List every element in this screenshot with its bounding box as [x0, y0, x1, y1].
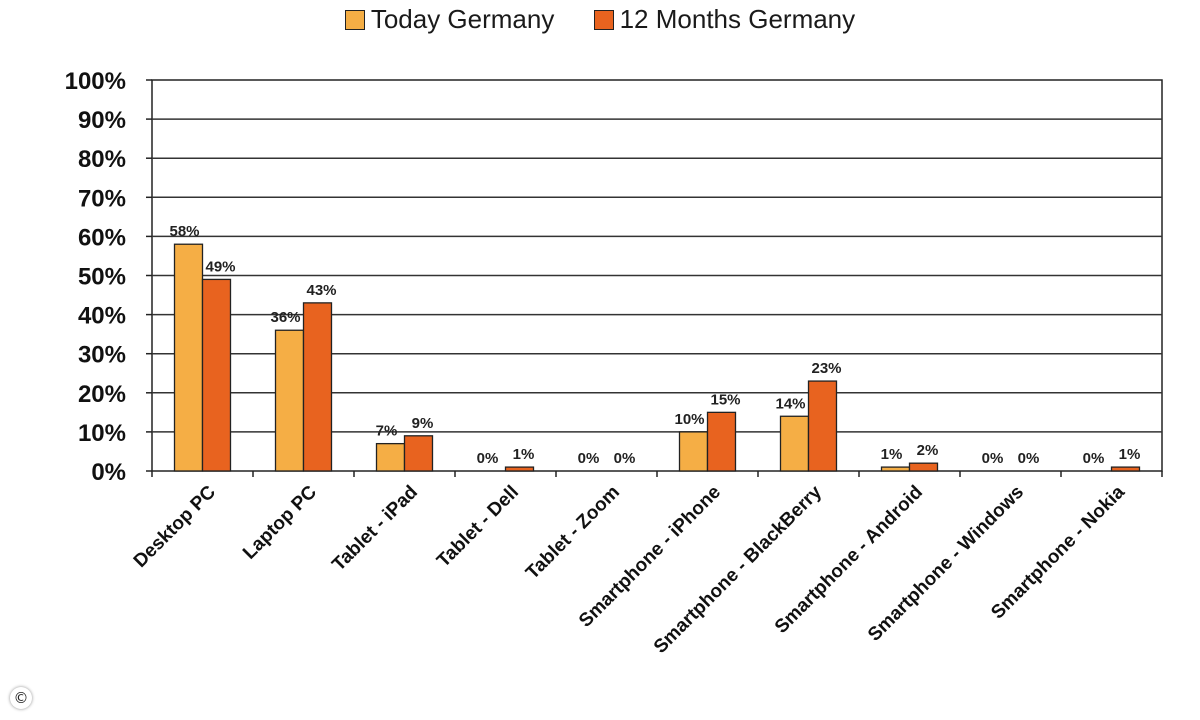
bar-today-germany-smartphone-blackberry: [779, 415, 810, 472]
x-category-label-smartphone-blackberry: Smartphone - BlackBerry: [650, 481, 826, 657]
data-label-today-germany-desktop-pc: 58%: [169, 223, 199, 240]
y-tick-label: 0%: [91, 459, 126, 486]
bar-today-germany-desktop-pc: [173, 243, 204, 472]
bar-12-months-germany-desktop-pc: [201, 278, 232, 472]
data-label-today-germany-tablet-zoom: 0%: [578, 450, 600, 467]
bar-12-months-germany-smartphone-nokia: [1110, 466, 1141, 472]
data-label-12-months-germany-tablet-dell: 1%: [513, 446, 535, 463]
y-tick-label: 40%: [78, 303, 126, 330]
legend-swatch-today: [344, 9, 365, 30]
bar-12-months-germany-tablet-dell: [504, 466, 535, 472]
y-tick-label: 70%: [78, 185, 126, 212]
x-category-label-laptop-pc: Laptop PC: [239, 481, 321, 563]
bar-12-months-germany-tablet-ipad: [403, 435, 434, 472]
data-label-today-germany-laptop-pc: 36%: [270, 309, 300, 326]
y-tick-label: 10%: [78, 420, 126, 447]
data-label-12-months-germany-smartphone-windows: 0%: [1018, 450, 1040, 467]
x-category-label-tablet-dell: Tablet - Dell: [433, 482, 523, 572]
x-category-label-tablet-ipad: Tablet - iPad: [328, 482, 422, 576]
data-label-today-germany-smartphone-blackberry: 14%: [775, 395, 805, 412]
data-label-12-months-germany-smartphone-nokia: 1%: [1119, 446, 1141, 463]
data-label-today-germany-tablet-ipad: 7%: [376, 423, 398, 440]
legend-swatch-12-months: [593, 9, 614, 30]
bar-12-months-germany-laptop-pc: [302, 302, 333, 472]
y-tick-label: 80%: [78, 146, 126, 173]
bar-today-germany-laptop-pc: [274, 329, 305, 472]
bar-12-months-germany-smartphone-iphone: [706, 411, 737, 472]
data-label-today-germany-tablet-dell: 0%: [477, 450, 499, 467]
bar-12-months-germany-smartphone-android: [908, 462, 939, 472]
y-tick-label: 100%: [65, 68, 126, 95]
legend-item-today: Today Germany: [344, 4, 555, 35]
data-label-12-months-germany-tablet-ipad: 9%: [412, 415, 434, 432]
y-tick-label: 90%: [78, 107, 126, 134]
data-label-today-germany-smartphone-android: 1%: [881, 446, 903, 463]
legend-label-12-months: 12 Months Germany: [619, 4, 856, 34]
y-tick-label: 60%: [78, 224, 126, 251]
legend-item-12-months: 12 Months Germany: [593, 4, 856, 35]
data-label-today-germany-smartphone-windows: 0%: [982, 450, 1004, 467]
data-label-12-months-germany-tablet-zoom: 0%: [614, 450, 636, 467]
data-label-12-months-germany-smartphone-iphone: 15%: [710, 391, 740, 408]
data-label-12-months-germany-smartphone-android: 2%: [917, 442, 939, 459]
data-label-12-months-germany-laptop-pc: 43%: [306, 282, 336, 299]
bar-12-months-germany-smartphone-blackberry: [807, 380, 838, 472]
bar-today-germany-tablet-ipad: [375, 442, 406, 472]
data-label-today-germany-smartphone-nokia: 0%: [1083, 450, 1105, 467]
data-label-today-germany-smartphone-iphone: 10%: [674, 411, 704, 428]
y-tick-label: 20%: [78, 381, 126, 408]
x-category-label-tablet-zoom: Tablet - Zoom: [522, 482, 624, 584]
y-tick-label: 50%: [78, 264, 126, 291]
copyright-icon: ©: [10, 687, 32, 709]
data-label-12-months-germany-desktop-pc: 49%: [205, 258, 235, 275]
bar-today-germany-smartphone-android: [880, 466, 911, 472]
x-category-label-desktop-pc: Desktop PC: [130, 481, 220, 571]
chart-legend: Today Germany 12 Months Germany: [0, 4, 1200, 37]
legend-label-today: Today Germany: [370, 4, 555, 34]
data-label-12-months-germany-smartphone-blackberry: 23%: [811, 360, 841, 377]
bar-today-germany-smartphone-iphone: [678, 431, 709, 472]
y-tick-label: 30%: [78, 342, 126, 369]
